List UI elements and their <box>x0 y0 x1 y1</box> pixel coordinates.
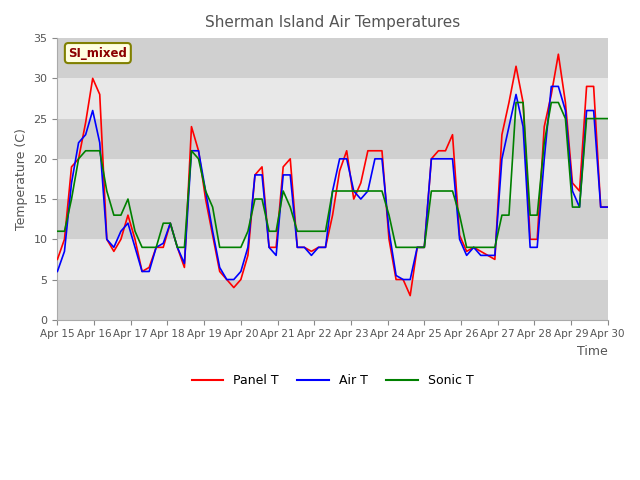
Legend: Panel T, Air T, Sonic T: Panel T, Air T, Sonic T <box>187 370 478 392</box>
Air T <box>223 276 230 282</box>
Y-axis label: Temperature (C): Temperature (C) <box>15 128 28 230</box>
Bar <box>58 279 608 320</box>
Air T <box>378 156 386 162</box>
Air T <box>287 172 294 178</box>
X-axis label: Time: Time <box>577 345 608 358</box>
Sonic T <box>463 244 470 250</box>
Panel T <box>188 124 195 130</box>
Sonic T <box>378 188 386 194</box>
Panel T <box>604 204 612 210</box>
Air T <box>604 204 612 210</box>
Line: Panel T: Panel T <box>58 54 608 296</box>
Sonic T <box>512 100 520 106</box>
Sonic T <box>195 156 202 162</box>
Panel T <box>463 249 470 254</box>
Sonic T <box>54 228 61 234</box>
Panel T <box>554 51 562 57</box>
Panel T <box>202 196 209 202</box>
Panel T <box>279 164 287 170</box>
Sonic T <box>604 116 612 121</box>
Line: Sonic T: Sonic T <box>58 103 608 247</box>
Panel T <box>272 244 280 250</box>
Bar <box>58 38 608 78</box>
Panel T <box>54 256 61 262</box>
Bar <box>58 119 608 159</box>
Air T <box>547 84 555 89</box>
Text: SI_mixed: SI_mixed <box>68 47 127 60</box>
Line: Air T: Air T <box>58 86 608 279</box>
Title: Sherman Island Air Temperatures: Sherman Island Air Temperatures <box>205 15 460 30</box>
Sonic T <box>279 188 287 194</box>
Sonic T <box>138 244 146 250</box>
Air T <box>54 269 61 275</box>
Air T <box>279 172 287 178</box>
Panel T <box>371 148 379 154</box>
Air T <box>202 188 209 194</box>
Air T <box>188 148 195 154</box>
Panel T <box>406 293 414 299</box>
Sonic T <box>287 204 294 210</box>
Bar <box>58 199 608 240</box>
Sonic T <box>209 204 216 210</box>
Air T <box>463 252 470 258</box>
